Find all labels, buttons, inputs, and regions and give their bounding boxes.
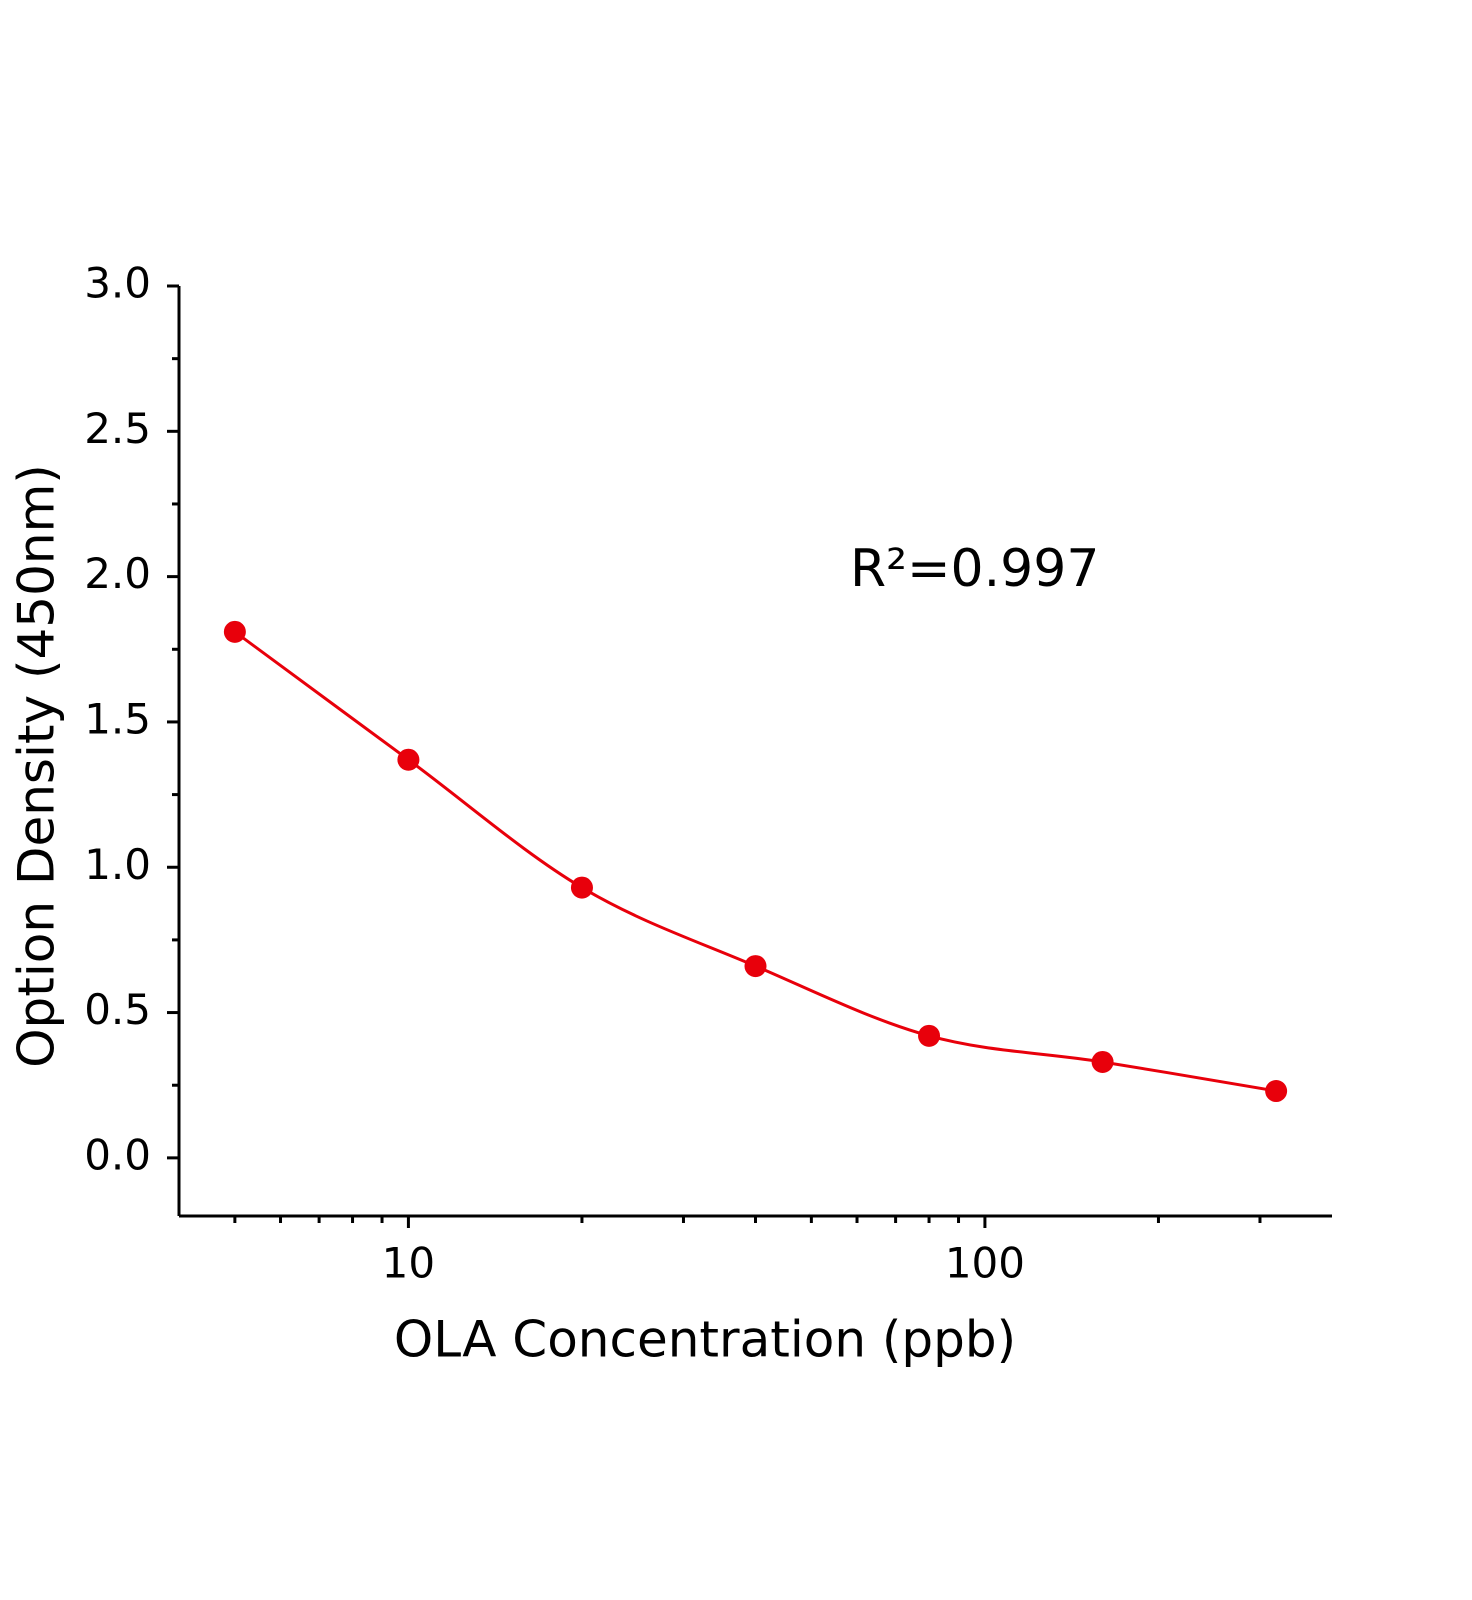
y-tick-label: 2.0: [84, 549, 151, 598]
y-tick-label: 1.5: [84, 694, 151, 743]
x-axis-title: OLA Concentration (ppb): [394, 1311, 1016, 1369]
data-point: [1265, 1080, 1288, 1103]
x-tick-label: 100: [945, 1239, 1025, 1288]
y-tick-label: 1.0: [84, 840, 151, 889]
annotation: R²=0.997: [850, 539, 1099, 599]
data-point: [570, 876, 593, 899]
data-point: [744, 955, 767, 978]
y-tick-label: 0.5: [84, 985, 151, 1034]
y-tick-label: 2.5: [84, 404, 151, 453]
fit-line: [233, 630, 1277, 1093]
y-tick-label: 3.0: [84, 259, 151, 308]
y-axis-title: Option Density (450nm): [8, 464, 66, 1068]
data-point: [397, 748, 420, 771]
y-tick-label: 0.0: [84, 1130, 151, 1179]
data-point: [918, 1024, 941, 1047]
x-tick-label: 10: [382, 1239, 435, 1288]
data-point: [223, 620, 246, 643]
data-point: [1091, 1050, 1114, 1073]
